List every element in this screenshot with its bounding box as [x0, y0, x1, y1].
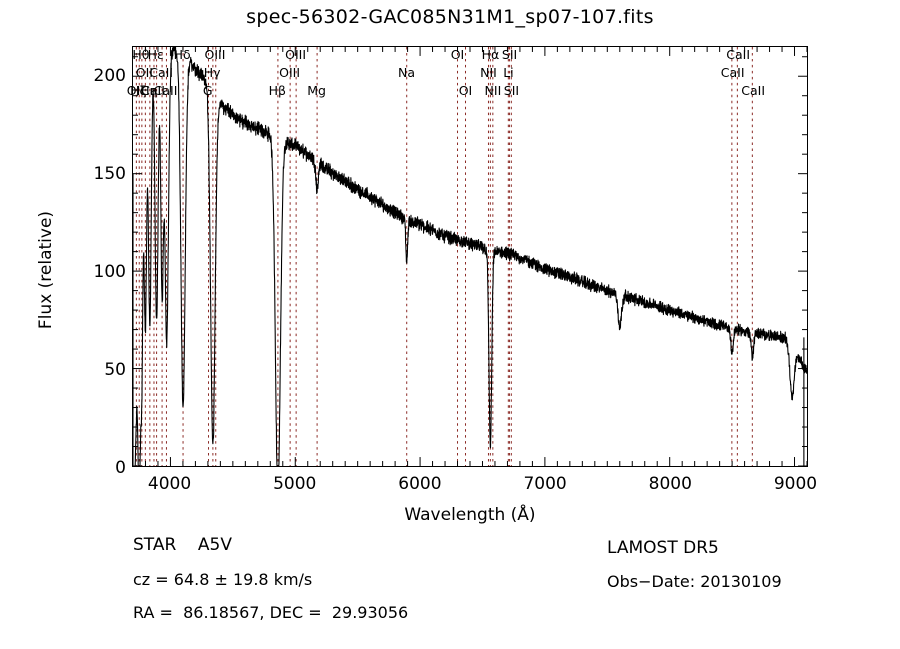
- x-tick-label: 7000: [523, 474, 567, 494]
- y-axis-tick-labels: 0 50 100 150 200: [58, 46, 126, 478]
- plot-area[interactable]: [132, 46, 808, 467]
- spectrum-curve-group: [133, 47, 807, 466]
- y-axis-label-wrap: Flux (relative): [18, 110, 56, 329]
- y-tick-label: 100: [93, 262, 126, 283]
- y-tick-label: 0: [115, 458, 126, 478]
- x-tick-label: 9000: [773, 474, 818, 494]
- x-axis-tick-labels: 4000 5000 6000 7000 8000 9000: [132, 474, 817, 500]
- spectrum-plot: [133, 47, 807, 466]
- redshift-velocity-text: cz = 64.8 ± 19.8 km/s: [133, 570, 313, 589]
- y-tick-label: 150: [93, 164, 126, 185]
- object-class-text: STAR A5V: [133, 535, 232, 555]
- coordinates-text: RA = 86.18567, DEC = 29.93056: [133, 603, 409, 622]
- survey-name-text: LAMOST DR5: [607, 538, 719, 558]
- spectrum-trace: [133, 47, 807, 466]
- x-tick-label: 4000: [147, 474, 192, 494]
- x-tick-label: 8000: [648, 474, 692, 494]
- y-tick-label: 50: [104, 360, 126, 381]
- x-tick-label: 5000: [273, 474, 317, 494]
- x-axis-label: Wavelength (Å): [404, 505, 536, 525]
- y-axis-label: Flux (relative): [36, 210, 56, 330]
- page-title: spec-56302-GAC085N31M1_sp07-107.fits: [246, 6, 654, 28]
- x-tick-label: 6000: [398, 474, 442, 494]
- axis-tick-group: [133, 47, 807, 466]
- observation-date-text: Obs−Date: 20130109: [607, 572, 782, 591]
- y-tick-label: 200: [93, 66, 126, 87]
